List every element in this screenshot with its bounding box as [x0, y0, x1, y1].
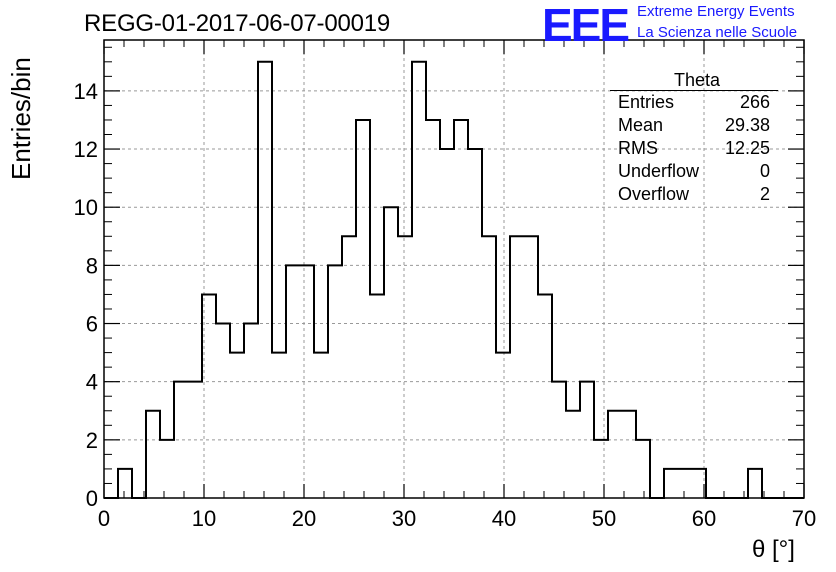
x-tick-label: 60 — [692, 506, 716, 531]
y-tick-label: 14 — [74, 79, 98, 104]
stats-value: 0 — [759, 161, 770, 181]
chart-title: REGG-01-2017-06-07-00019 — [84, 10, 391, 37]
y-tick-label: 4 — [86, 370, 98, 395]
y-tick-label: 10 — [74, 195, 98, 220]
stats-value: 12.25 — [724, 138, 770, 158]
stats-label: RMS — [618, 138, 658, 158]
y-tick-label: 8 — [86, 253, 98, 278]
y-tick-label: 2 — [86, 428, 98, 453]
stats-value: 2 — [759, 184, 770, 204]
logo-line-2: La Scienza nelle Scuole — [637, 24, 798, 41]
x-tick-label: 10 — [192, 506, 216, 531]
x-tick-label: 30 — [392, 506, 416, 531]
stats-label: Overflow — [618, 184, 690, 204]
x-tick-label: 0 — [98, 506, 110, 531]
y-tick-label: 6 — [86, 312, 98, 337]
stats-row-mean: Mean 29.38 — [610, 114, 778, 137]
x-tick-label: 40 — [492, 506, 516, 531]
stats-label: Underflow — [618, 161, 700, 181]
stats-row-entries: Entries 266 — [610, 91, 778, 114]
x-tick-label: 20 — [292, 506, 316, 531]
y-tick-label: 0 — [86, 486, 98, 511]
axis-ticks — [103, 40, 805, 499]
stats-title: Theta — [610, 70, 778, 91]
x-tick-label: 70 — [792, 506, 816, 531]
logo-line-1: Extreme Energy Events — [637, 3, 795, 20]
stats-row-rms: RMS 12.25 — [610, 137, 778, 160]
plot-frame — [103, 39, 805, 499]
stats-row-underflow: Underflow 0 — [610, 160, 778, 183]
y-axis-label: Entries/bin — [6, 57, 36, 180]
x-tick-label: 50 — [592, 506, 616, 531]
stats-value: 266 — [739, 92, 770, 112]
y-tick-label: 12 — [74, 137, 98, 162]
eee-logo: EEE — [542, 0, 630, 51]
x-axis-label: θ [°] — [752, 536, 795, 563]
stats-value: 29.38 — [724, 115, 770, 135]
stats-box: Theta Entries 266 Mean 29.38 RMS 12.25 U… — [610, 70, 778, 206]
grid-lines — [104, 40, 804, 498]
stats-label: Mean — [618, 115, 664, 135]
stats-row-overflow: Overflow 2 — [610, 183, 778, 206]
stats-label: Entries — [618, 92, 675, 112]
